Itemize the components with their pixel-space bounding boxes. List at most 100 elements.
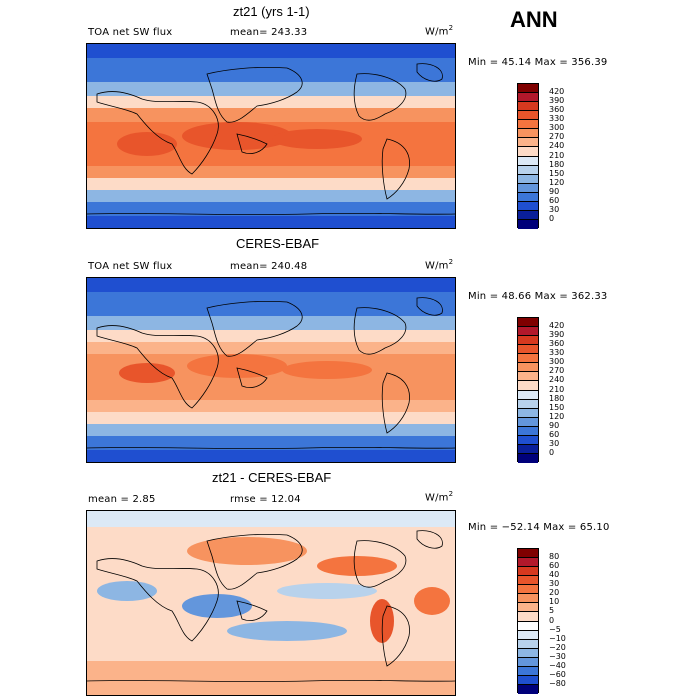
colorbar-swatch bbox=[518, 612, 538, 622]
colorbar-tick-label: 180 bbox=[549, 393, 565, 403]
panel2-field-label: TOA net SW flux bbox=[88, 261, 173, 272]
colorbar-swatch bbox=[518, 417, 538, 427]
colorbar-swatch bbox=[518, 138, 538, 148]
panel1-mean-label: mean= 243.33 bbox=[230, 27, 308, 38]
panel2-title: CERES-EBAF bbox=[236, 236, 320, 251]
colorbar-swatch bbox=[518, 558, 538, 568]
panel3-title: zt21 - CERES-EBAF bbox=[212, 470, 332, 485]
colorbar-swatch bbox=[518, 345, 538, 355]
colorbar-tick-label: 5 bbox=[549, 606, 555, 616]
colorbar-tick-label: 40 bbox=[549, 570, 560, 580]
panel1-map bbox=[86, 43, 456, 229]
colorbar-swatch bbox=[518, 192, 538, 202]
colorbar-swatch bbox=[518, 174, 538, 184]
colorbar-swatch bbox=[518, 639, 538, 649]
colorbar-tick-label: −10 bbox=[549, 633, 566, 643]
panel2-colorbar bbox=[517, 317, 539, 463]
colorbar-swatch bbox=[518, 657, 538, 667]
colorbar-swatch bbox=[518, 84, 538, 94]
panel2-map-svg bbox=[87, 278, 455, 462]
colorbar-swatch bbox=[518, 453, 538, 463]
colorbar-tick-label: −60 bbox=[549, 669, 566, 679]
colorbar-swatch bbox=[518, 183, 538, 193]
colorbar-swatch bbox=[518, 147, 538, 157]
panel3-rmse-label: rmse = 12.04 bbox=[230, 494, 301, 505]
colorbar-tick-label: 330 bbox=[549, 114, 565, 124]
colorbar-swatch bbox=[518, 210, 538, 220]
panel1-title: zt21 (yrs 1-1) bbox=[233, 4, 310, 19]
colorbar-swatch bbox=[518, 129, 538, 139]
colorbar-swatch bbox=[518, 219, 538, 229]
colorbar-tick-label: −30 bbox=[549, 651, 566, 661]
colorbar-swatch bbox=[518, 549, 538, 559]
colorbar-tick-label: 60 bbox=[549, 561, 560, 571]
panel2-units: W/m2 bbox=[425, 258, 454, 272]
colorbar-swatch bbox=[518, 390, 538, 400]
colorbar-tick-label: 390 bbox=[549, 330, 565, 340]
colorbar-tick-label: 420 bbox=[549, 321, 565, 331]
colorbar-tick-label: 60 bbox=[549, 429, 560, 439]
colorbar-tick-label: 30 bbox=[549, 579, 560, 589]
colorbar-tick-label: 0 bbox=[549, 447, 555, 457]
colorbar-tick-label: 240 bbox=[549, 141, 565, 151]
panel1-map-svg bbox=[87, 44, 455, 228]
colorbar-swatch bbox=[518, 111, 538, 121]
colorbar-swatch bbox=[518, 120, 538, 130]
colorbar-swatch bbox=[518, 399, 538, 409]
panel3-mean-label: mean = 2.85 bbox=[88, 494, 156, 505]
colorbar-tick-label: 390 bbox=[549, 96, 565, 106]
panel3-units: W/m2 bbox=[425, 490, 454, 504]
panel3-colorbar bbox=[517, 548, 539, 694]
colorbar-tick-label: 270 bbox=[549, 366, 565, 376]
colorbar-swatch bbox=[518, 318, 538, 328]
colorbar-swatch bbox=[518, 603, 538, 613]
colorbar-swatch bbox=[518, 567, 538, 577]
panel3-map-svg bbox=[87, 511, 455, 695]
colorbar-swatch bbox=[518, 354, 538, 364]
colorbar-swatch bbox=[518, 102, 538, 112]
colorbar-tick-label: −5 bbox=[549, 624, 561, 634]
panel1-field-label: TOA net SW flux bbox=[88, 27, 173, 38]
colorbar-tick-label: 90 bbox=[549, 186, 560, 196]
colorbar-swatch bbox=[518, 594, 538, 604]
panel3-minmax: Min = −52.14 Max = 65.10 bbox=[468, 522, 610, 533]
panel1-colorbar bbox=[517, 83, 539, 229]
colorbar-tick-label: 360 bbox=[549, 339, 565, 349]
colorbar-swatch bbox=[518, 444, 538, 454]
colorbar-swatch bbox=[518, 201, 538, 211]
colorbar-tick-label: 300 bbox=[549, 357, 565, 367]
colorbar-swatch bbox=[518, 408, 538, 418]
panel2-minmax: Min = 48.66 Max = 362.33 bbox=[468, 291, 608, 302]
colorbar-swatch bbox=[518, 675, 538, 685]
panel2-mean-label: mean= 240.48 bbox=[230, 261, 308, 272]
panel1-minmax: Min = 45.14 Max = 356.39 bbox=[468, 57, 608, 68]
colorbar-swatch bbox=[518, 372, 538, 382]
colorbar-tick-label: 150 bbox=[549, 402, 565, 412]
colorbar-swatch bbox=[518, 435, 538, 445]
colorbar-tick-label: 420 bbox=[549, 87, 565, 97]
colorbar-tick-label: 120 bbox=[549, 177, 565, 187]
colorbar-swatch bbox=[518, 585, 538, 595]
colorbar-tick-label: 60 bbox=[549, 195, 560, 205]
colorbar-tick-label: 210 bbox=[549, 150, 565, 160]
colorbar-tick-label: 150 bbox=[549, 168, 565, 178]
colorbar-tick-label: 20 bbox=[549, 588, 560, 598]
colorbar-tick-label: −20 bbox=[549, 642, 566, 652]
colorbar-tick-label: 360 bbox=[549, 105, 565, 115]
colorbar-swatch bbox=[518, 630, 538, 640]
colorbar-tick-label: 270 bbox=[549, 132, 565, 142]
colorbar-tick-label: 210 bbox=[549, 384, 565, 394]
colorbar-swatch bbox=[518, 336, 538, 346]
colorbar-swatch bbox=[518, 666, 538, 676]
colorbar-tick-label: 300 bbox=[549, 123, 565, 133]
colorbar-swatch bbox=[518, 381, 538, 391]
colorbar-tick-label: 80 bbox=[549, 552, 560, 562]
colorbar-swatch bbox=[518, 648, 538, 658]
colorbar-swatch bbox=[518, 327, 538, 337]
colorbar-tick-label: 90 bbox=[549, 420, 560, 430]
colorbar-tick-label: 240 bbox=[549, 375, 565, 385]
colorbar-tick-label: 0 bbox=[549, 615, 555, 625]
colorbar-tick-label: −40 bbox=[549, 660, 566, 670]
colorbar-tick-label: 120 bbox=[549, 411, 565, 421]
colorbar-swatch bbox=[518, 576, 538, 586]
